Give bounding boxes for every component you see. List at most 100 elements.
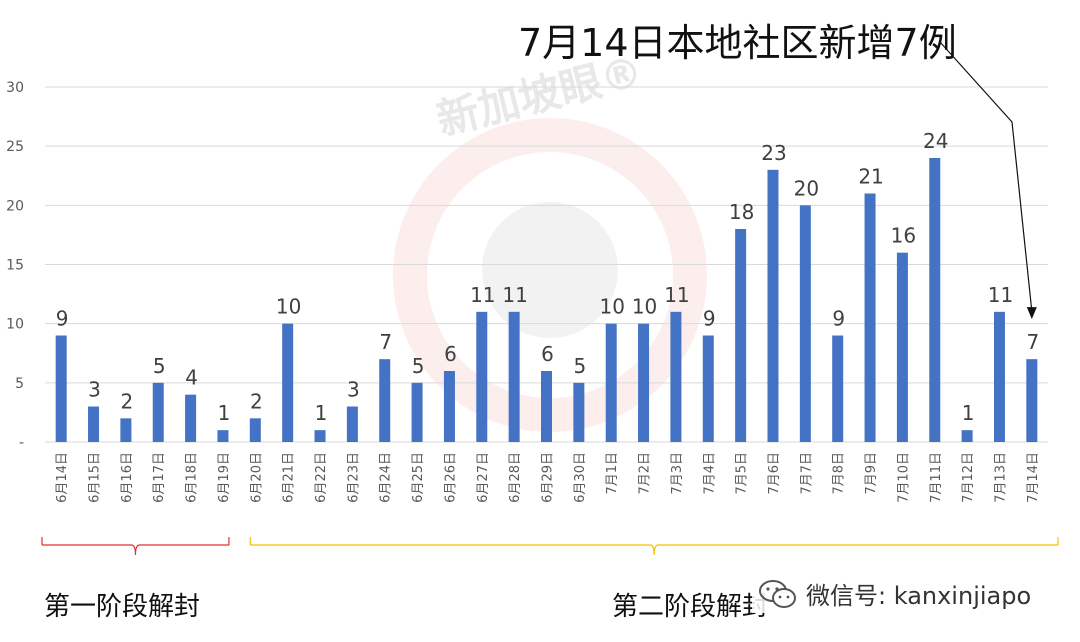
data-label: 6 bbox=[541, 342, 554, 366]
x-tick-label: 6月17日 bbox=[152, 452, 167, 503]
x-tick-label: 7月5日 bbox=[735, 452, 750, 495]
data-label: 5 bbox=[412, 354, 425, 378]
data-label: 6 bbox=[444, 342, 457, 366]
x-tick-label: 6月26日 bbox=[443, 452, 458, 503]
annotation-title: 7月14日本地社区新增7例 bbox=[518, 21, 957, 65]
data-label: 21 bbox=[858, 165, 883, 189]
x-tick-label: 6月22日 bbox=[314, 452, 329, 503]
bar bbox=[767, 169, 779, 443]
bar bbox=[346, 406, 358, 442]
annotation-arrow bbox=[939, 41, 1037, 320]
x-tick-label: 6月25日 bbox=[411, 452, 426, 503]
x-tick-label: 6月15日 bbox=[88, 452, 103, 503]
y-tick-label: 20 bbox=[6, 198, 24, 214]
bar bbox=[379, 359, 391, 442]
data-label: 5 bbox=[153, 354, 166, 378]
bar bbox=[217, 430, 229, 442]
y-tick-label: 30 bbox=[6, 80, 24, 96]
bar bbox=[929, 158, 941, 442]
x-tick-label: 7月8日 bbox=[832, 452, 847, 495]
x-tick-label: 7月7日 bbox=[799, 452, 814, 495]
x-tick-label: 6月27日 bbox=[476, 452, 491, 503]
bar bbox=[541, 371, 552, 442]
x-tick-label: 7月13日 bbox=[993, 452, 1008, 503]
bar bbox=[1026, 359, 1038, 442]
bar bbox=[152, 382, 164, 442]
y-tick-label: 10 bbox=[6, 317, 24, 333]
arrow-line bbox=[939, 41, 1033, 312]
x-tick-label: 6月20日 bbox=[249, 452, 264, 503]
data-label: 3 bbox=[88, 378, 101, 402]
wechat-icon bbox=[758, 578, 798, 610]
x-tick-label: 7月6日 bbox=[767, 452, 782, 495]
x-tick-label: 7月2日 bbox=[638, 452, 653, 495]
y-tick-label: 5 bbox=[15, 376, 24, 392]
data-label: 9 bbox=[832, 307, 845, 331]
x-tick-label: 6月24日 bbox=[379, 452, 394, 503]
bar bbox=[55, 335, 67, 442]
bar bbox=[573, 382, 585, 442]
bar bbox=[735, 229, 747, 442]
phase-1-bracket bbox=[42, 544, 229, 556]
bar bbox=[282, 323, 294, 442]
bar bbox=[411, 382, 423, 442]
x-tick-label: 6月18日 bbox=[185, 452, 200, 503]
data-label: 9 bbox=[703, 307, 716, 331]
bar bbox=[799, 205, 811, 442]
data-label: 16 bbox=[891, 224, 916, 248]
data-label: 20 bbox=[794, 176, 819, 200]
bar bbox=[605, 323, 617, 442]
bar bbox=[670, 311, 682, 442]
bar bbox=[832, 335, 844, 442]
data-label: 10 bbox=[599, 295, 624, 319]
data-label: 11 bbox=[988, 283, 1013, 307]
arrow-head bbox=[1026, 307, 1037, 320]
data-label: 7 bbox=[1026, 330, 1039, 354]
bar bbox=[896, 252, 908, 442]
bar bbox=[993, 311, 1005, 442]
phase-1-label: 第一阶段解封 bbox=[44, 592, 201, 622]
bar bbox=[702, 335, 714, 442]
bar bbox=[88, 406, 100, 442]
chart-bars bbox=[55, 158, 1038, 443]
x-tick-label: 7月11日 bbox=[929, 452, 944, 503]
data-label: 2 bbox=[250, 389, 263, 413]
x-tick-label: 6月14日 bbox=[55, 452, 70, 503]
data-label: 23 bbox=[761, 141, 786, 165]
watermark-center bbox=[482, 202, 618, 338]
x-tick-label: 7月1日 bbox=[605, 452, 620, 495]
data-label: 4 bbox=[185, 366, 198, 390]
y-tick-label: 25 bbox=[6, 139, 24, 155]
x-tick-label: 6月19日 bbox=[217, 452, 232, 503]
phase-2-label: 第二阶段解封 bbox=[612, 592, 769, 622]
wechat-id: 微信号: kanxinjiapo bbox=[806, 582, 1032, 610]
data-label: 24 bbox=[923, 129, 948, 153]
data-label: 9 bbox=[56, 307, 69, 331]
phase-2-bracket bbox=[250, 544, 1058, 556]
x-tick-label: 6月28日 bbox=[508, 452, 523, 503]
x-tick-label: 7月3日 bbox=[670, 452, 685, 495]
data-label: 7 bbox=[379, 330, 392, 354]
x-tick-label: 6月23日 bbox=[346, 452, 361, 503]
bar bbox=[120, 418, 132, 442]
data-label: 11 bbox=[470, 283, 495, 307]
x-tick-label: 6月16日 bbox=[120, 452, 135, 503]
y-tick-label: - bbox=[19, 435, 24, 451]
data-label: 2 bbox=[121, 389, 134, 413]
bar bbox=[476, 311, 488, 442]
bar bbox=[185, 394, 197, 442]
bar bbox=[638, 323, 650, 442]
x-tick-label: 7月4日 bbox=[702, 452, 717, 495]
bar bbox=[249, 418, 261, 442]
x-tick-label: 6月21日 bbox=[282, 452, 297, 503]
bar bbox=[864, 193, 876, 442]
data-label: 10 bbox=[276, 295, 301, 319]
wechat-footer: 微信号: kanxinjiapo bbox=[752, 574, 1038, 613]
data-label: 18 bbox=[729, 200, 754, 224]
data-label: 1 bbox=[315, 401, 328, 425]
data-label: 5 bbox=[573, 354, 586, 378]
data-label: 3 bbox=[347, 378, 360, 402]
bar bbox=[961, 430, 973, 442]
